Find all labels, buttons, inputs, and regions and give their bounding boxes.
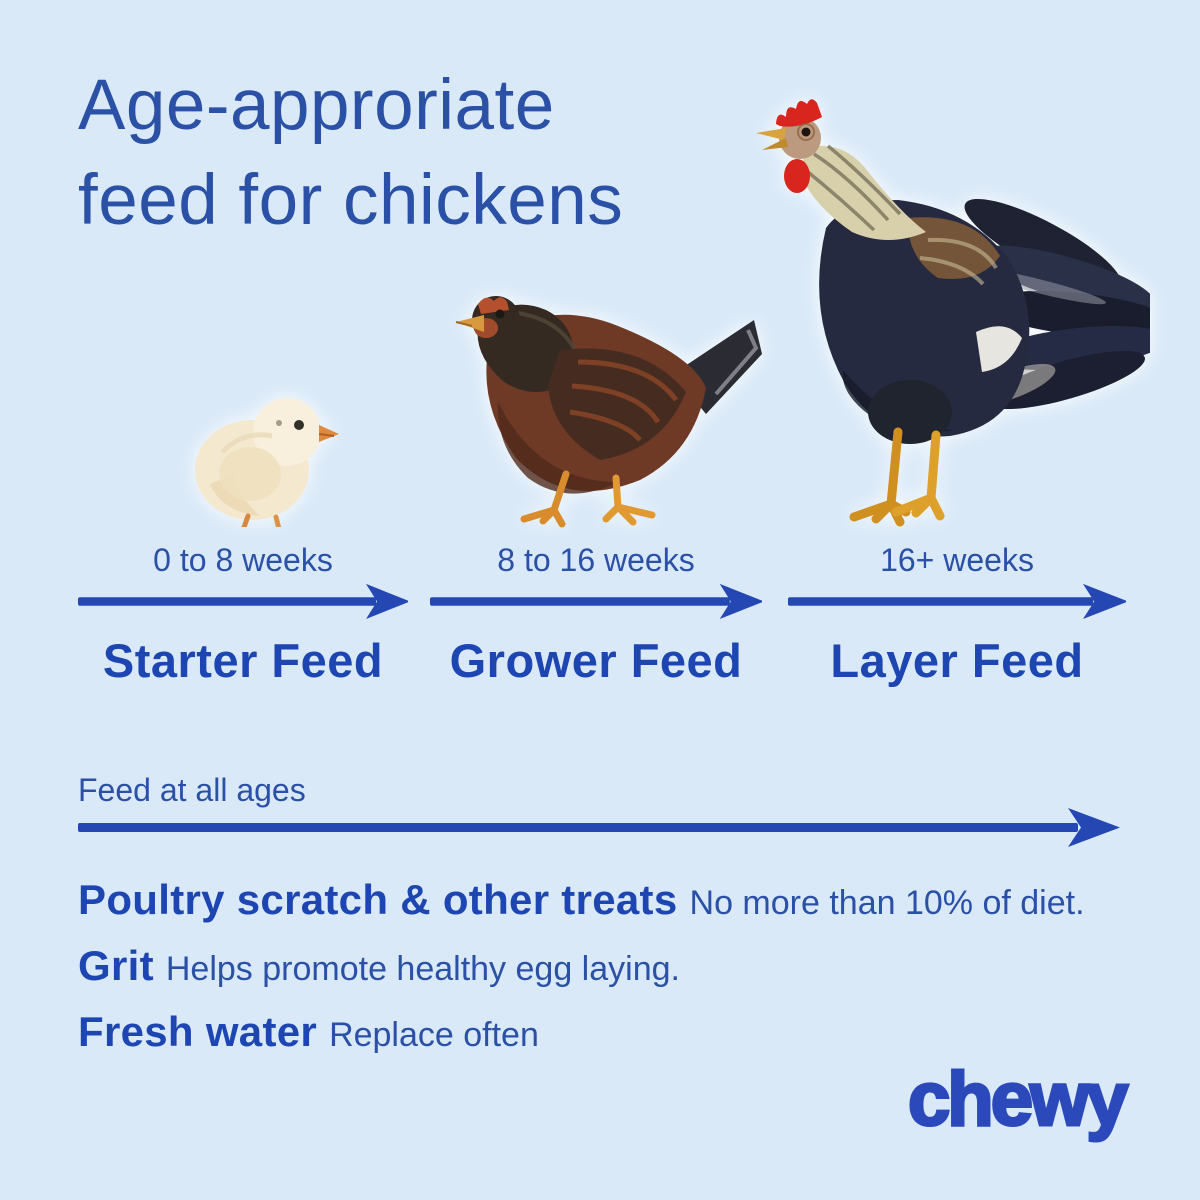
tail-feathers <box>964 198 1150 410</box>
page-title: Age-approriate feed for chickens <box>78 58 623 248</box>
grower-chicken-illustration <box>455 296 762 528</box>
layer-hen-photo <box>748 80 1150 528</box>
stage-age-label: 16+ weeks <box>880 542 1034 578</box>
right-arrow-icon <box>430 583 762 620</box>
all-ages-arrow-icon <box>78 808 1120 847</box>
note-grit: Grit Helps promote healthy egg laying. <box>78 942 680 990</box>
note-fresh-water: Fresh water Replace often <box>78 1008 539 1056</box>
layer-hen-illustration <box>756 99 1150 527</box>
grower-chicken-photo <box>448 282 770 528</box>
note-grit-detail: Helps promote healthy egg laying. <box>165 950 680 988</box>
stage-feed-label: Layer Feed <box>830 634 1084 687</box>
title-line-1: Age-approriate <box>78 66 555 145</box>
chick-illustration <box>195 398 339 527</box>
stage-feed-label: Starter Feed <box>102 634 384 687</box>
stage-age-label: 8 to 16 weeks <box>497 542 695 578</box>
note-treats: Poultry scratch & other treats No more th… <box>78 876 1085 924</box>
right-arrow-icon <box>78 583 408 620</box>
stage-feed-label: Grower Feed <box>449 634 743 687</box>
right-arrow-icon <box>788 583 1126 620</box>
stage-age-label: 0 to 8 weeks <box>153 542 333 578</box>
note-fresh-water-detail: Replace often <box>329 1016 539 1054</box>
all-ages-label: Feed at all ages <box>78 772 306 808</box>
stage-starter: 0 to 8 weeks Starter Feed <box>78 541 408 688</box>
title-line-2: feed for chickens <box>78 161 624 241</box>
note-grit-name: Grit <box>78 942 154 989</box>
chick-photo <box>192 392 342 527</box>
note-treats-name: Poultry scratch & other treats <box>78 876 678 923</box>
note-fresh-water-name: Fresh water <box>78 1008 318 1055</box>
chewy-logo: chewy <box>906 1056 1129 1144</box>
note-treats-detail: No more than 10% of diet. <box>689 884 1085 922</box>
stage-grower: 8 to 16 weeks Grower Feed <box>430 541 762 688</box>
stage-layer: 16+ weeks Layer Feed <box>788 541 1126 688</box>
